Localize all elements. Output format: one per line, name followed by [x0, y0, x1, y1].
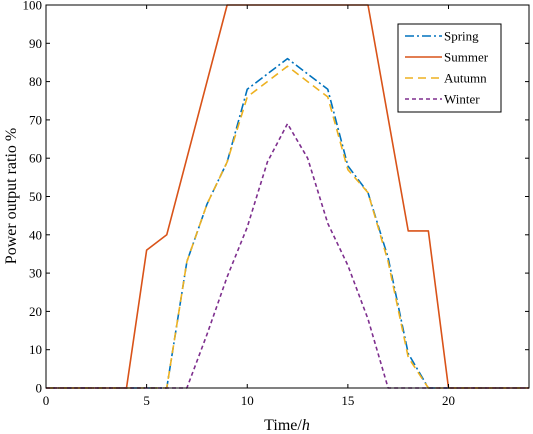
y-tick-label: 20	[29, 304, 42, 319]
legend-box	[397, 23, 502, 113]
series-line-winter	[46, 122, 529, 389]
x-tick-label: 0	[43, 393, 50, 408]
y-tick-label: 10	[29, 342, 42, 357]
y-tick-label: 0	[36, 381, 43, 396]
x-tick-label: 10	[241, 393, 254, 408]
y-tick-label: 60	[29, 151, 42, 166]
x-tick-label: 15	[341, 393, 354, 408]
y-tick-label: 90	[29, 36, 42, 51]
axes-layer: 0 5 10 15 20 0 10 20 30 40 50 60 70 80 90 100	[23, 0, 530, 408]
legend-label-spring: Spring	[444, 29, 479, 44]
legend-label-summer: Summer	[444, 50, 489, 65]
x-axis-title: Time/h	[264, 417, 310, 434]
y-tick-label: 80	[29, 74, 42, 89]
legend-label-winter: Winter	[444, 92, 480, 107]
x-tick-label: 5	[143, 393, 150, 408]
y-tick-label: 70	[29, 112, 42, 127]
y-tick-label: 50	[29, 189, 42, 204]
y-tick-label: 40	[29, 227, 42, 242]
series-line-autumn	[46, 65, 529, 389]
x-tick-label: 20	[442, 393, 455, 408]
y-axis-title: Power output ratio %	[3, 128, 20, 264]
legend: Spring Summer Autumn Winter	[397, 23, 502, 113]
x-axis-title-main: Time/	[264, 417, 302, 434]
legend-label-autumn: Autumn	[444, 71, 487, 86]
x-axis-title-unit: h	[302, 417, 310, 434]
y-tick-label: 100	[23, 0, 43, 13]
y-tick-label: 30	[29, 266, 42, 281]
